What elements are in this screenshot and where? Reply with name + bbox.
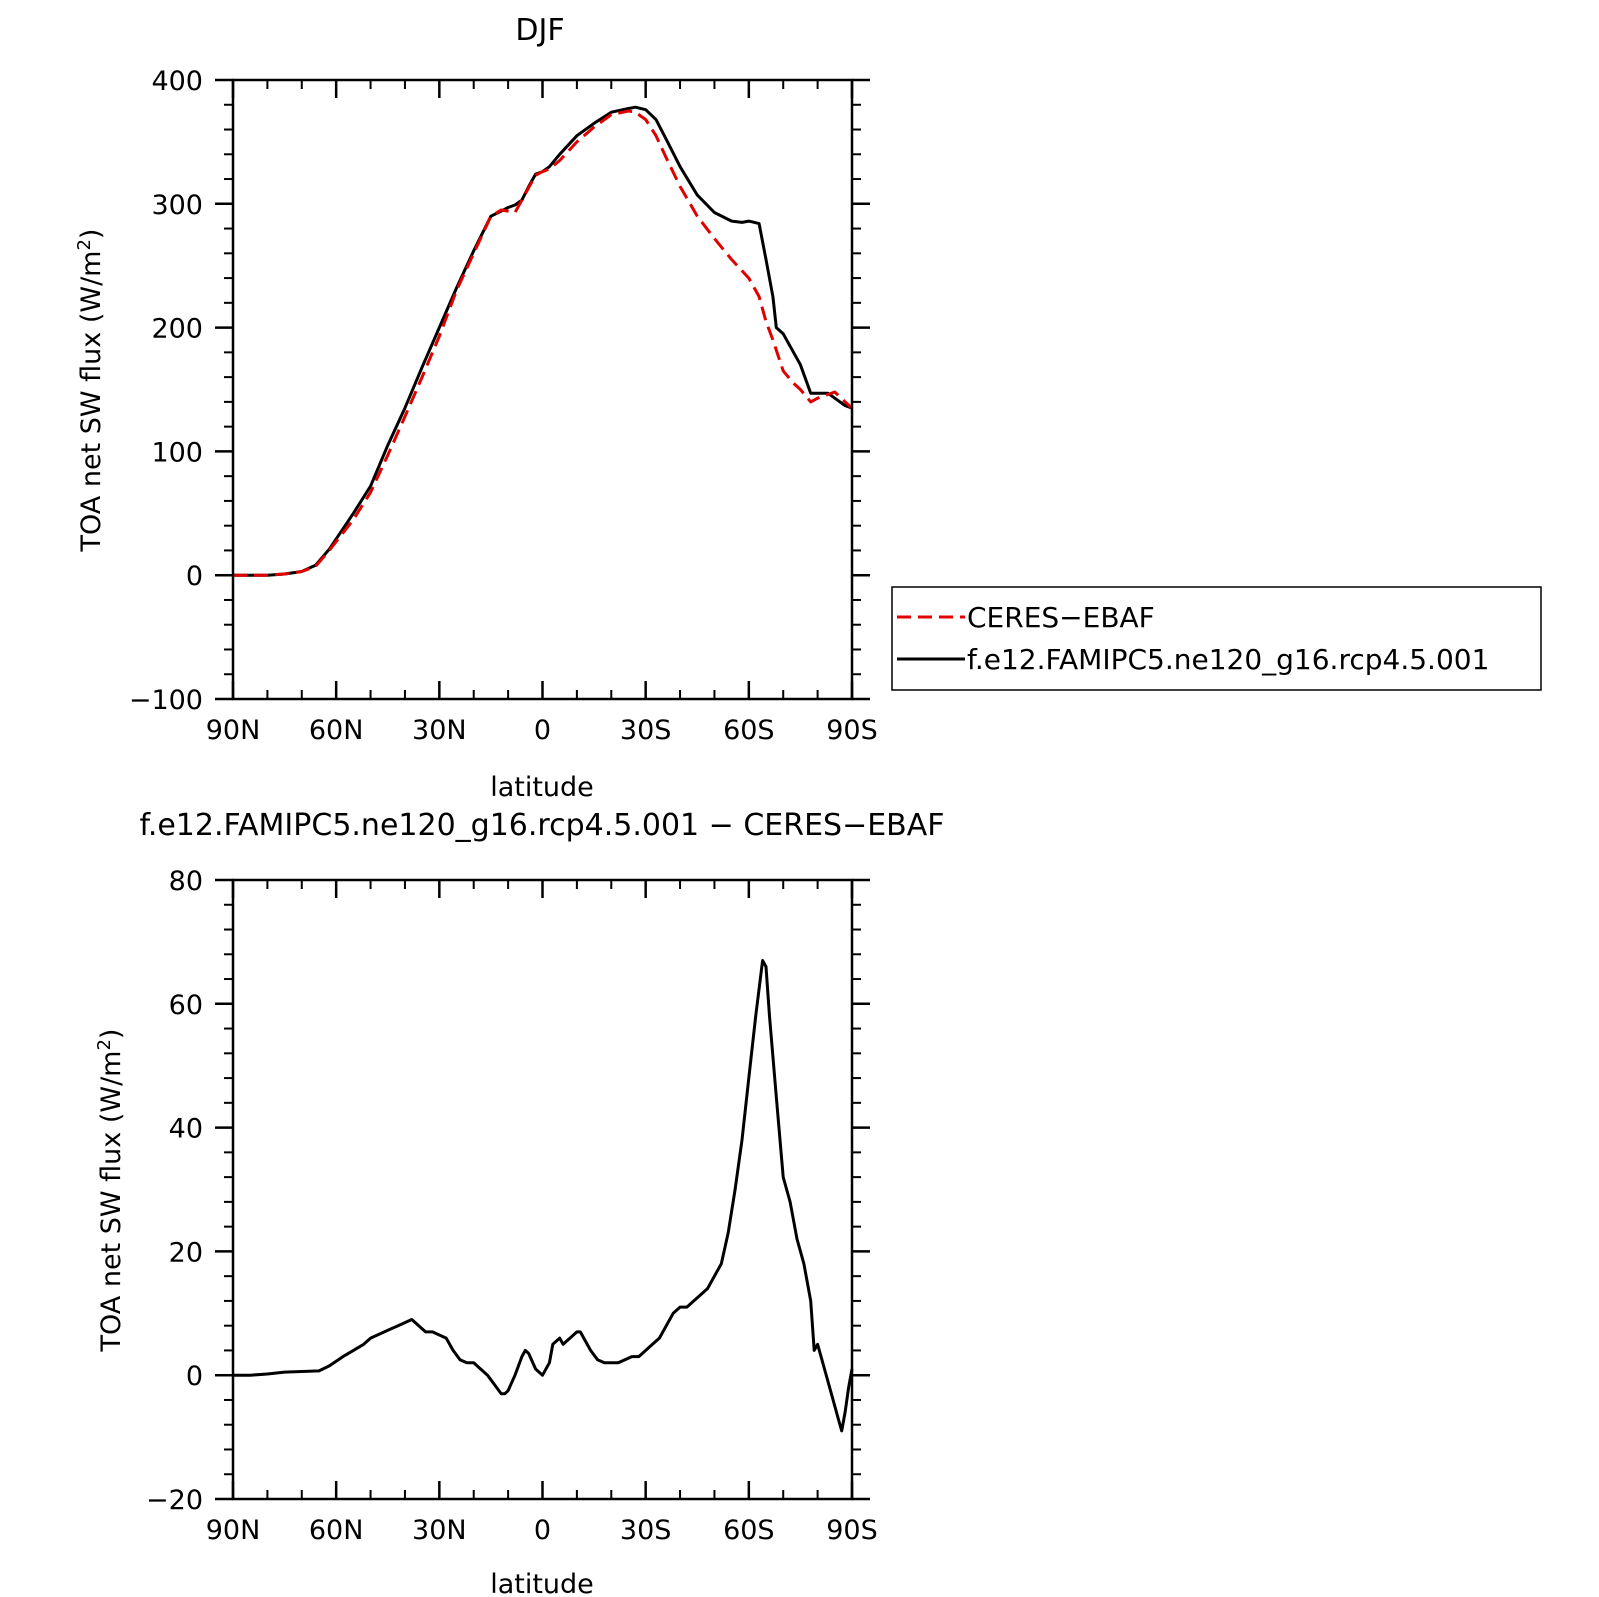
bottom-x-tick-label: 90S	[826, 1515, 878, 1546]
bottom-y-tick-label: 0	[186, 1361, 203, 1392]
bottom-y-axis-label-end: )	[96, 1029, 127, 1040]
top-y-axis-label-sup: 2	[74, 239, 95, 250]
bottom-panel: f.e12.FAMIPC5.ne120_g16.rcp4.5.001 − CER…	[94, 808, 945, 1597]
legend: CERES−EBAF f.e12.FAMIPC5.ne120_g16.rcp4.…	[891, 586, 1542, 691]
bottom-y-tick-label: −20	[146, 1485, 203, 1516]
top-x-tick-label: 30N	[412, 715, 467, 746]
legend-box	[891, 586, 1542, 691]
bottom-y-axis-label: TOA net SW flux (W/m2)	[94, 1029, 127, 1353]
top-y-axis-label: TOA net SW flux (W/m2)	[74, 229, 107, 553]
top-x-axis-label: latitude	[490, 772, 594, 803]
bottom-chart-title: f.e12.FAMIPC5.ne120_g16.rcp4.5.001 − CER…	[139, 808, 944, 843]
top-y-tick-label: 100	[151, 437, 203, 468]
bottom-tick-labels: 90N 60N 30N 0 30S 60S 90S −20 0 20 40 60 80	[146, 866, 878, 1546]
top-x-tick-label: 60N	[309, 715, 364, 746]
top-tick-labels: 90N 60N 30N 0 30S 60S 90S −100 0 100 200 300 400	[129, 66, 878, 746]
bottom-x-tick-label: 90N	[206, 1515, 261, 1546]
bottom-y-tick-label: 40	[169, 1114, 203, 1145]
top-plot-frame	[231, 78, 854, 701]
bottom-x-axis-label: latitude	[490, 1569, 594, 1597]
top-x-tick-label: 60S	[723, 715, 775, 746]
bottom-x-tick-label: 0	[534, 1515, 551, 1546]
bottom-x-tick-label: 60N	[309, 1515, 364, 1546]
bottom-x-tick-label: 30S	[620, 1515, 672, 1546]
bottom-y-tick-label: 80	[169, 866, 203, 897]
top-y-tick-label: 0	[186, 561, 203, 592]
top-y-tick-label: 200	[151, 314, 203, 345]
top-chart-title: DJF	[515, 13, 564, 48]
top-x-tick-label: 90N	[206, 715, 261, 746]
top-y-tick-label: 400	[151, 66, 203, 97]
legend-label-model: f.e12.FAMIPC5.ne120_g16.rcp4.5.001	[967, 643, 1489, 676]
top-y-tick-label: 300	[151, 190, 203, 221]
bottom-y-tick-label: 60	[169, 990, 203, 1021]
top-y-axis-label-main: TOA net SW flux (W/m	[76, 251, 107, 553]
top-series-line-ceres	[233, 109, 854, 577]
top-panel: DJF 90N 60N 30N 0 30S 60S 90S −100 0 100 200 300 400…	[74, 13, 1542, 803]
top-x-tick-label: 30S	[620, 715, 672, 746]
bottom-y-axis-label-sup: 2	[94, 1039, 115, 1050]
bottom-y-tick-label: 20	[169, 1237, 203, 1268]
top-y-tick-label: −100	[129, 685, 203, 716]
bottom-ticks	[215, 878, 870, 1501]
legend-label-ceres: CERES−EBAF	[967, 601, 1155, 634]
top-x-tick-label: 0	[534, 715, 551, 746]
bottom-y-axis-label-main: TOA net SW flux (W/m	[96, 1051, 127, 1353]
top-y-axis-label-end: )	[76, 229, 107, 240]
bottom-series	[233, 959, 854, 1433]
bottom-x-tick-label: 30N	[412, 1515, 467, 1546]
bottom-x-tick-label: 60S	[723, 1515, 775, 1546]
top-series	[233, 105, 854, 577]
bottom-series-line-model	[233, 959, 854, 1433]
bottom-plot-frame	[231, 878, 854, 1501]
top-series-line-model	[233, 105, 853, 577]
top-x-tick-label: 90S	[826, 715, 878, 746]
